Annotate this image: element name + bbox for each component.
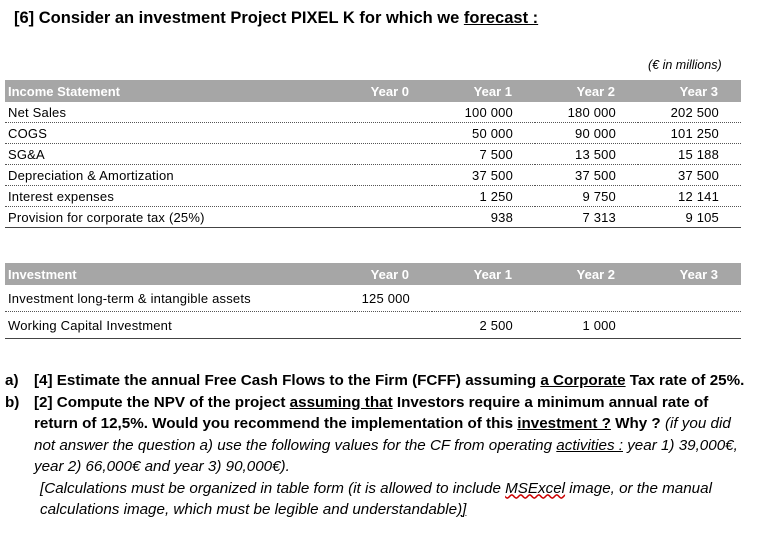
cell: 1 000 [535,311,638,339]
question-heading: [6] Consider an investment Project PIXEL… [14,9,538,28]
header-cell: Year 0 [355,80,432,102]
table-row: SG&A 7 500 13 500 15 188 [5,143,741,165]
cell: 125 000 [355,285,432,312]
cell: 7 313 [535,206,638,228]
text-span: [2] Compute the NPV of the project [34,393,290,411]
text-span: image, or the manual calculations image,… [40,479,712,519]
text-span: Investors require a minimum annual rate … [34,393,709,433]
table-row: Net Sales 100 000 180 000 202 500 [5,102,741,123]
cell: 50 000 [432,122,535,144]
cell [355,311,432,339]
cell: 100 000 [432,102,535,123]
text-span: [4] Estimate the annual Free Cash Flows … [34,372,541,389]
row-label: Net Sales [5,102,355,123]
question-b-label: b) [5,393,20,411]
questions-list: a) [4] Estimate the annual Free Cash Flo… [5,370,750,521]
cell: 90 000 [535,122,638,144]
text-span: Why ? [610,415,665,432]
row-label: Investment long-term & intangible assets [5,285,355,312]
cell: 13 500 [535,143,638,165]
table-row: Working Capital Investment 2 500 1 000 [5,311,741,339]
cell [355,143,432,165]
row-label: Working Capital Investment [5,311,355,339]
header-cell: Year 3 [638,80,741,102]
income-statement-table: Income Statement Year 0 Year 1 Year 2 Ye… [5,80,741,228]
cell: 9 750 [535,185,638,207]
header-cell: Year 2 [535,263,638,285]
cell [638,285,741,312]
row-label: COGS [5,122,355,144]
cell [432,285,535,312]
text-span-underlined: assuming that [289,393,393,411]
question-b-text: [2] Compute the NPV of the project assum… [34,392,750,521]
table-row: Investment long-term & intangible assets… [5,285,741,312]
header-cell: Income Statement [5,80,355,102]
header-cell: Year 3 [638,263,741,285]
cell [355,164,432,186]
text-span-italic: year 1) 39,000€, year 2) 66,000€ and yea… [34,436,738,476]
text-span-underlined: ) [457,501,463,518]
row-label: Provision for corporate tax (25%) [5,206,355,228]
cell: 101 250 [638,122,741,144]
income-statement-header: Income Statement Year 0 Year 1 Year 2 Ye… [5,80,741,102]
question-b-note: [Calculations must be organized in table… [34,478,750,521]
cell [535,285,638,312]
heading-underlined: forecast : [463,9,539,27]
cell: 180 000 [535,102,638,123]
question-a-label: a) [5,372,19,389]
cell [355,206,432,228]
cell [638,311,741,339]
table-row: Interest expenses 1 250 9 750 12 141 [5,185,741,207]
text-span-spellcheck: MSExcel [505,479,566,497]
text-span-underlined: activities : [556,436,623,454]
header-cell: Year 1 [432,263,535,285]
row-label: SG&A [5,143,355,165]
units-note: (€ in millions) [648,58,722,72]
cell: 7 500 [432,143,535,165]
question-b-main: [2] Compute the NPV of the project assum… [34,392,750,478]
cell: 202 500 [638,102,741,123]
cell: 37 500 [638,164,741,186]
header-cell: Investment [5,263,355,285]
cell: 2 500 [432,311,535,339]
text-span: Tax rate of 25%. [625,372,745,389]
text-span-italic: (if you did not answer the question a) u… [34,415,731,454]
cell: 15 188 [638,143,741,165]
header-cell: Year 1 [432,80,535,102]
cell: 37 500 [432,164,535,186]
header-cell: Year 0 [355,263,432,285]
cell [355,102,432,123]
table-row: COGS 50 000 90 000 101 250 [5,122,741,144]
question-a: a) [4] Estimate the annual Free Cash Flo… [5,370,750,392]
investment-table: Investment Year 0 Year 1 Year 2 Year 3 I… [5,263,741,339]
cell: 12 141 [638,185,741,207]
text-span: [Calculations must be organized in table… [40,479,506,497]
question-b: b) [2] Compute the NPV of the project as… [5,392,750,521]
question-a-text: [4] Estimate the annual Free Cash Flows … [34,370,750,392]
cell [355,185,432,207]
header-cell: Year 2 [535,80,638,102]
text-span-underlined: ] [462,501,467,518]
text-span-underlined: a Corporate [540,372,626,389]
investment-header: Investment Year 0 Year 1 Year 2 Year 3 [5,263,741,285]
row-label: Depreciation & Amortization [5,164,355,186]
cell: 9 105 [638,206,741,228]
row-label: Interest expenses [5,185,355,207]
table-row: Depreciation & Amortization 37 500 37 50… [5,164,741,186]
cell [355,122,432,144]
cell: 1 250 [432,185,535,207]
cell: 37 500 [535,164,638,186]
heading-text: [6] Consider an investment Project PIXEL… [14,9,464,27]
table-row: Provision for corporate tax (25%) 938 7 … [5,206,741,228]
cell: 938 [432,206,535,228]
text-span-underlined: investment ? [517,415,611,432]
